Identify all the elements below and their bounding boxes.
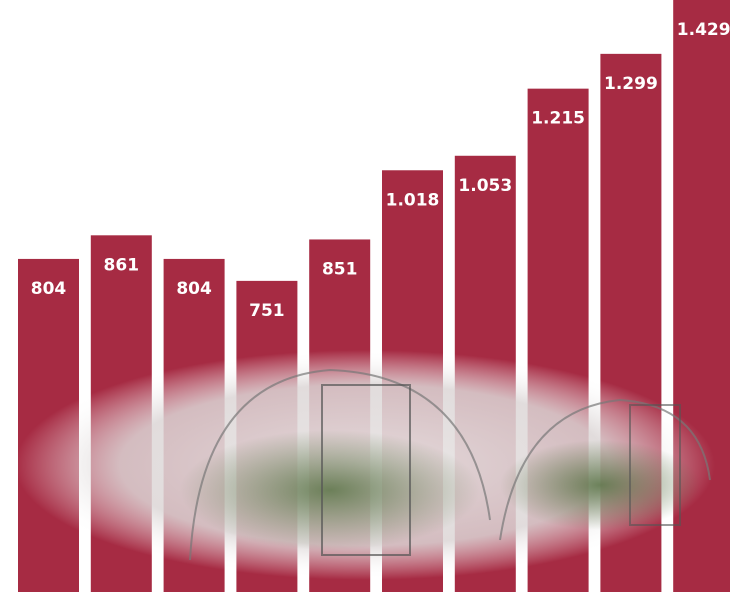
value-label: 1.299 [604,74,658,94]
greenhouse-door [629,404,681,526]
value-label: 1.018 [386,190,440,210]
greenhouse-door [321,384,411,556]
greenhouse-arch [499,398,711,541]
value-label: 1.429 [677,20,730,40]
value-label: 1.215 [531,109,585,129]
value-label: 1.053 [458,176,512,196]
value-label: 804 [176,279,212,299]
value-label: 851 [322,259,358,279]
greenhouse-image [15,350,715,580]
value-label: 861 [104,255,140,275]
plants [180,430,480,550]
labels: 804 861 804 751 851 1.018 1.053 1.215 1.299 1.429 [31,20,730,321]
value-label: 804 [31,279,67,299]
plants [500,440,700,530]
greenhouse-arch [189,368,491,561]
value-label: 751 [249,301,285,321]
